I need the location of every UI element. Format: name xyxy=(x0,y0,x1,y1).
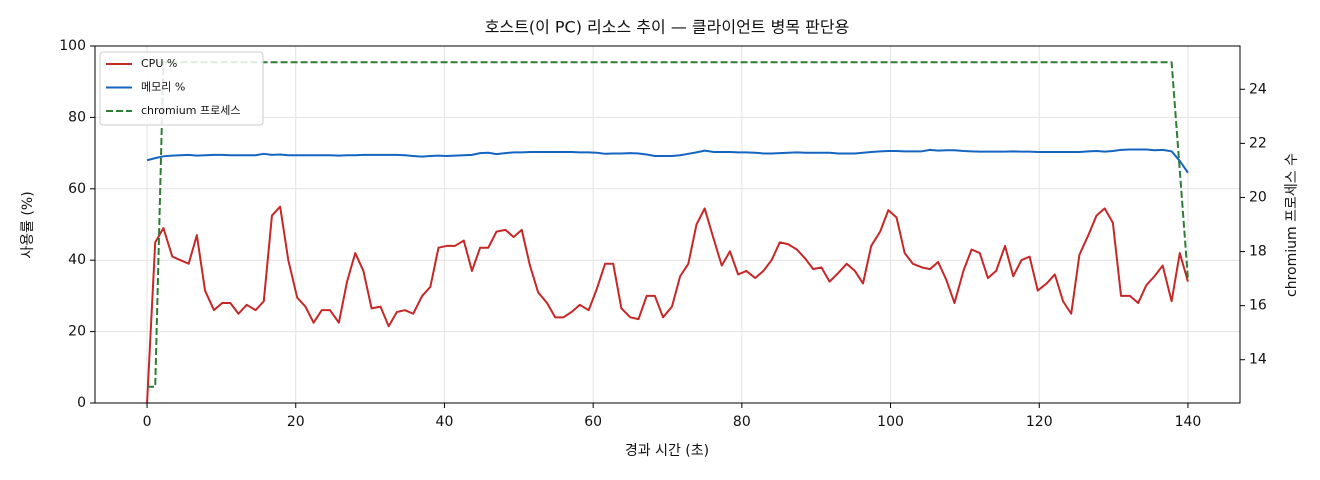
x-tick-label: 40 xyxy=(436,414,454,430)
y-tick-label: 60 xyxy=(68,181,86,197)
y2-tick-label: 24 xyxy=(1249,81,1267,97)
chart-title: 호스트(이 PC) 리소스 추이 — 클라이언트 병목 판단용 xyxy=(485,18,850,37)
legend-label: chromium 프로세스 xyxy=(141,104,240,117)
legend-label: 메모리 % xyxy=(141,81,185,94)
series-line xyxy=(146,148,1189,174)
y2-tick-label: 18 xyxy=(1249,244,1267,260)
y2-tick-label: 14 xyxy=(1249,352,1267,368)
legend-box xyxy=(99,51,264,126)
y-tick-label: 40 xyxy=(68,252,86,268)
y2-axis-label: chromium 프로세스 수 xyxy=(1284,153,1300,297)
series-line xyxy=(147,61,1189,388)
x-tick-label: 60 xyxy=(584,414,602,430)
x-tick-label: 20 xyxy=(287,414,305,430)
y-tick-label: 20 xyxy=(68,324,86,340)
x-tick-label: 100 xyxy=(877,414,904,430)
series-line xyxy=(146,205,1189,404)
y2-tick-label: 22 xyxy=(1249,135,1267,151)
legend: CPU % 메모리 % chromium 프로세스 xyxy=(99,51,264,126)
y2-tick-label: 16 xyxy=(1249,298,1267,314)
x-tick-label: 120 xyxy=(1026,414,1053,430)
y-tick-label: 100 xyxy=(59,38,86,54)
x-tick-label: 80 xyxy=(733,414,751,430)
y-tick-label: 0 xyxy=(77,395,86,411)
y2-tick-label: 20 xyxy=(1249,189,1267,205)
x-tick-label: 140 xyxy=(1175,414,1202,430)
y-axis-label: 사용률 (%) xyxy=(20,191,36,258)
y-tick-label: 80 xyxy=(68,109,86,125)
plot-frame xyxy=(94,45,1241,404)
x-axis-label: 경과 시간 (초) xyxy=(625,443,709,459)
x-tick-label: 0 xyxy=(143,414,152,430)
legend-label: CPU % xyxy=(141,57,177,70)
